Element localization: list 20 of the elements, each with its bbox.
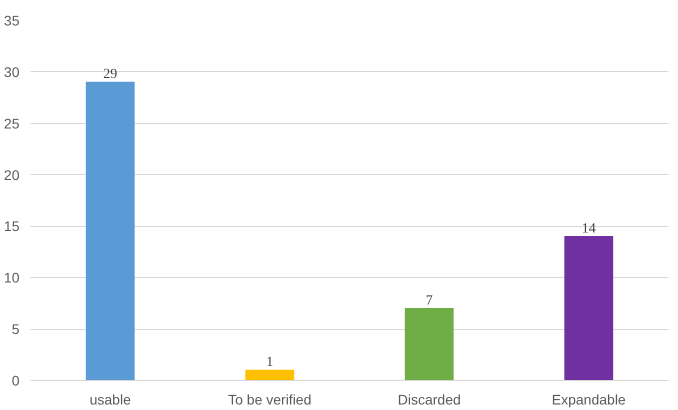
- x-tick-label: usable: [90, 392, 132, 408]
- y-tick-label: 30: [4, 64, 20, 80]
- y-tick-label: 0: [12, 372, 20, 388]
- bar: [404, 308, 454, 380]
- y-tick-label: 25: [4, 115, 20, 132]
- bar: [564, 236, 614, 380]
- x-tick-label: Discarded: [398, 392, 461, 408]
- y-tick-label: 5: [12, 321, 20, 338]
- data-label: 1: [266, 355, 274, 370]
- x-tick-label: To be verified: [228, 392, 312, 408]
- data-label: 29: [103, 67, 118, 82]
- x-tick-label: Expandable: [552, 392, 626, 408]
- y-tick-label: 15: [4, 218, 20, 234]
- y-tick-label: 35: [4, 12, 20, 28]
- bar: [245, 370, 294, 380]
- y-tick-label: 10: [4, 270, 20, 286]
- data-label: 7: [426, 294, 433, 308]
- data-label: 14: [582, 222, 596, 236]
- bar: [86, 82, 135, 380]
- y-tick-label: 20: [4, 166, 20, 183]
